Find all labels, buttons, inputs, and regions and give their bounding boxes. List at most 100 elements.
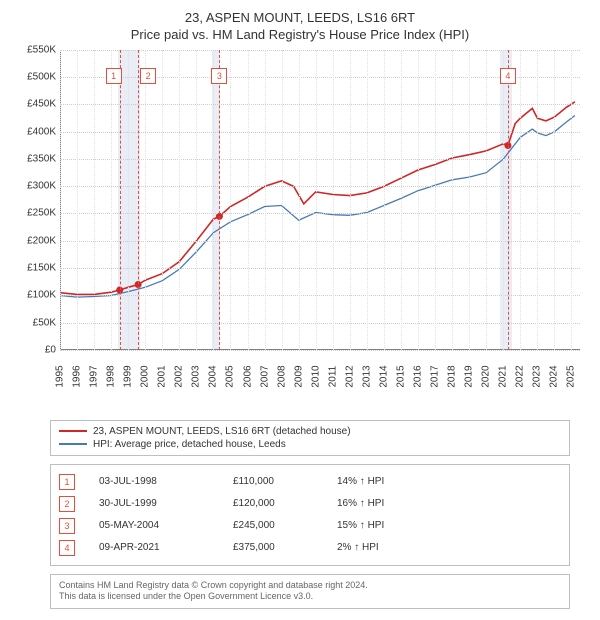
grid-line-v [520,50,521,350]
y-tick-label: £200K [20,235,56,246]
event-row: 4 09-APR-2021 £375,000 2% ↑ HPI [59,537,561,559]
grid-line-v [77,50,78,350]
grid-line-v [213,50,214,350]
y-tick-label: £150K [20,262,56,273]
y-tick-label: £450K [20,99,56,110]
x-tick-label: 2025 [566,365,577,387]
event-price: £245,000 [233,520,313,531]
chart-area: £0£50K£100K£150K£200K£250K£300K£350K£400… [20,50,580,380]
grid-line-v [128,50,129,350]
legend-swatch-red [59,430,87,432]
plot-area: £0£50K£100K£150K£200K£250K£300K£350K£400… [60,50,580,350]
x-tick-label: 1999 [123,365,134,387]
x-tick-label: 2020 [481,365,492,387]
event-price: £110,000 [233,476,313,487]
grid-line-v [418,50,419,350]
event-change: 15% ↑ HPI [337,520,561,531]
event-line [508,50,509,350]
grid-line-v [503,50,504,350]
x-tick-label: 2019 [464,365,475,387]
x-tick-label: 2015 [395,365,406,387]
grid-line-v [230,50,231,350]
event-row: 305-MAY-2004£245,00015% ↑ HPI [59,515,561,537]
legend-label-blue: HPI: Average price, detached house, Leed… [93,439,286,450]
grid-line-v [248,50,249,350]
chart-title: 23, ASPEN MOUNT, LEEDS, LS16 6RT Price p… [10,10,590,44]
legend-item-red: 23, ASPEN MOUNT, LEEDS, LS16 6RT (detach… [59,425,561,438]
event-price: £120,000 [233,498,313,509]
x-tick-label: 1998 [106,365,117,387]
event-number: 1 [59,474,75,490]
grid-line-v [282,50,283,350]
grid-line-v [111,50,112,350]
grid-line-v [571,50,572,350]
legend-swatch-blue [59,443,87,445]
x-tick-label: 2009 [293,365,304,387]
event-price: £375,000 [233,542,313,553]
grid-line-v [537,50,538,350]
footer-line1: Contains HM Land Registry data © Crown c… [59,580,561,592]
x-tick-label: 2008 [276,365,287,387]
footer-line2: This data is licensed under the Open Gov… [59,591,561,603]
event-change: 14% ↑ HPI [337,476,561,487]
y-tick-label: £550K [20,44,56,55]
y-tick-label: £400K [20,126,56,137]
events-table: 1 03-JUL-1998 £110,000 14% ↑ HPI 2 30-JUL-199… [50,464,570,566]
x-tick-label: 2016 [413,365,424,387]
x-tick-label: 2002 [174,365,185,387]
event-marker: 3 [211,68,227,84]
event-line [120,50,121,350]
grid-line-v [469,50,470,350]
event-date: 05-MAY-2004 [99,520,209,531]
event-date: 30-JUL-1999 [99,498,209,509]
x-tick-label: 2011 [327,366,338,388]
event-number: 2 [59,496,75,512]
y-tick-label: £100K [20,290,56,301]
grid-line-v [94,50,95,350]
event-date: 03-JUL-1998 [99,476,209,487]
x-tick-label: 2010 [310,365,321,387]
grid-line-v [401,50,402,350]
x-tick-label: 2003 [191,365,202,387]
grid-line-v [299,50,300,350]
grid-line-v [333,50,334,350]
grid-line-v [60,50,61,350]
event-line [138,50,139,350]
y-tick-label: £350K [20,153,56,164]
event-marker: 1 [106,68,122,84]
grid-line-v [435,50,436,350]
grid-line-v [554,50,555,350]
x-tick-label: 2022 [515,365,526,387]
chart-container: 23, ASPEN MOUNT, LEEDS, LS16 6RT Price p… [0,0,600,617]
event-number: 4 [59,540,75,556]
event-marker: 2 [140,68,156,84]
grid-line-v [179,50,180,350]
grid-line-v [316,50,317,350]
x-tick-label: 2005 [225,365,236,387]
legend: 23, ASPEN MOUNT, LEEDS, LS16 6RT (detach… [50,420,570,456]
grid-line-v [145,50,146,350]
x-tick-label: 2023 [532,365,543,387]
event-change: 16% ↑ HPI [337,498,561,509]
event-row: 2 30-JUL-1999 £120,000 16% ↑ HPI [59,493,561,515]
event-row: 1 03-JUL-1998 £110,000 14% ↑ HPI [59,471,561,493]
event-line [219,50,220,350]
grid-line-v [384,50,385,350]
x-tick-label: 1996 [72,365,83,387]
title-line1: 23, ASPEN MOUNT, LEEDS, LS16 6RT [10,10,590,27]
y-tick-label: £0 [20,344,56,355]
footer: Contains HM Land Registry data © Crown c… [50,574,570,609]
grid-line-h [60,350,580,351]
legend-label-red: 23, ASPEN MOUNT, LEEDS, LS16 6RT (detach… [93,426,351,437]
x-tick-label: 2007 [259,365,270,387]
x-tick-label: 1997 [89,365,100,387]
grid-line-v [196,50,197,350]
event-date: 09-APR-2021 [99,542,209,553]
x-tick-label: 2000 [140,365,151,387]
y-tick-label: £250K [20,208,56,219]
legend-item-blue: HPI: Average price, detached house, Leed… [59,438,561,451]
y-tick-label: £500K [20,72,56,83]
y-tick-label: £300K [20,181,56,192]
event-change: 2% ↑ HPI [337,542,561,553]
title-line2: Price paid vs. HM Land Registry's House … [10,27,590,44]
